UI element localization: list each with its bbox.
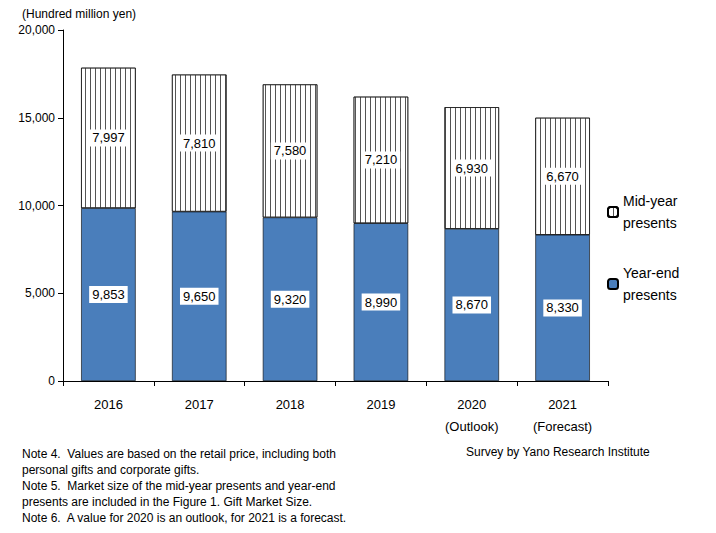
svg-text:8,330: 8,330 — [546, 300, 579, 315]
svg-text:Year-end: Year-end — [623, 265, 683, 281]
svg-text:5,000: 5,000 — [25, 286, 55, 300]
svg-text:20,000: 20,000 — [18, 23, 55, 37]
svg-text:15,000: 15,000 — [18, 111, 55, 125]
svg-text:Note 6. A value for 2020 is a: Note 6. A value for 2020 is an outlook, … — [22, 511, 346, 525]
svg-text:presents: presents — [623, 215, 677, 231]
svg-text:6,670: 6,670 — [546, 169, 579, 184]
svg-text:presents: presents — [623, 287, 677, 303]
svg-text:(Forecast): (Forecast) — [533, 419, 592, 434]
svg-text:(Hundred million yen): (Hundred million yen) — [22, 7, 136, 21]
svg-text:Survey by Yano Research Instit: Survey by Yano Research Institute — [466, 445, 650, 459]
svg-text:2020: 2020 — [457, 397, 486, 412]
svg-text:presents are included in the F: presents are included in the Figure 1. G… — [22, 495, 312, 509]
svg-text:Note 5. Market size of the mi: Note 5. Market size of the mid-year pres… — [22, 479, 335, 493]
svg-text:2017: 2017 — [185, 397, 214, 412]
svg-text:2021: 2021 — [548, 397, 577, 412]
svg-text:7,810: 7,810 — [183, 136, 216, 151]
svg-text:2018: 2018 — [276, 397, 305, 412]
svg-text:9,650: 9,650 — [183, 289, 216, 304]
svg-text:9,853: 9,853 — [92, 287, 125, 302]
svg-text:Mid-year: Mid-year — [623, 193, 681, 209]
svg-text:9,320: 9,320 — [274, 292, 307, 307]
svg-text:2016: 2016 — [94, 397, 123, 412]
svg-text:Note 4. Values are based on t: Note 4. Values are based on the retail p… — [22, 447, 336, 461]
svg-text:7,997: 7,997 — [92, 130, 125, 145]
svg-text:7,580: 7,580 — [274, 143, 307, 158]
svg-text:10,000: 10,000 — [18, 199, 55, 213]
svg-text:2019: 2019 — [366, 397, 395, 412]
svg-text:7,210: 7,210 — [365, 152, 398, 167]
svg-text:6,930: 6,930 — [455, 161, 488, 176]
svg-text:(Outlook): (Outlook) — [445, 419, 498, 434]
svg-text:personal gifts and corporate g: personal gifts and corporate gifts. — [22, 463, 199, 477]
svg-text:8,670: 8,670 — [455, 297, 488, 312]
svg-text:8,990: 8,990 — [365, 295, 398, 310]
svg-text:0: 0 — [48, 374, 55, 388]
